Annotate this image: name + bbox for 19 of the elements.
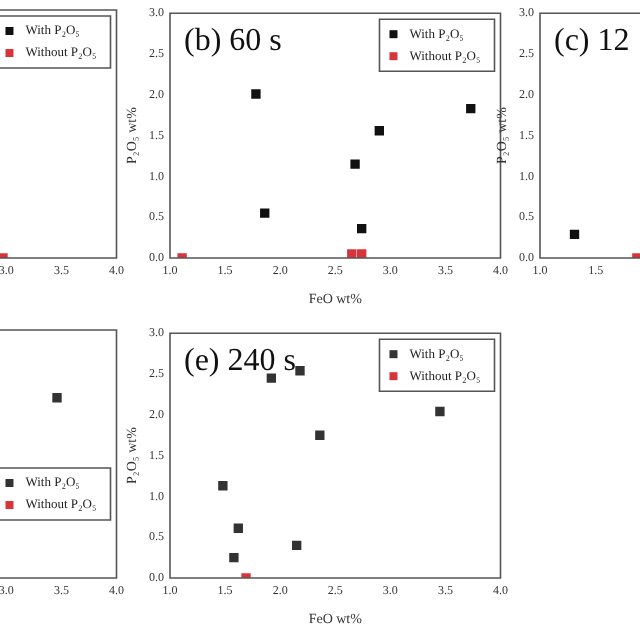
point	[260, 208, 270, 218]
point	[357, 249, 367, 258]
point	[315, 430, 325, 440]
point	[233, 523, 243, 533]
point	[347, 249, 357, 258]
point	[374, 126, 384, 136]
chart-title: (c) 12	[554, 23, 630, 58]
point	[295, 366, 305, 376]
point	[350, 159, 360, 169]
point	[435, 406, 445, 417]
point	[266, 373, 277, 383]
chart-title: (b) 60 s	[184, 23, 282, 58]
point	[292, 540, 302, 551]
chart-title: (e) 240 s	[184, 343, 296, 378]
point	[218, 481, 228, 491]
point	[251, 89, 261, 99]
point	[357, 223, 367, 234]
point	[229, 552, 239, 563]
point	[466, 104, 476, 114]
